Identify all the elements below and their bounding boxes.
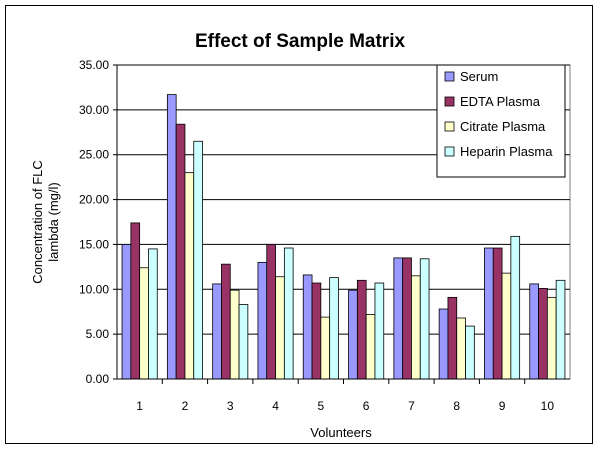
- legend-box: [436, 64, 566, 178]
- bar-serum-7: [393, 257, 404, 380]
- x-tick-label: 4: [272, 399, 279, 413]
- bar-serum-5: [302, 274, 313, 380]
- bar-serum-9: [484, 247, 494, 380]
- legend-swatch: [444, 121, 455, 132]
- bar-citrate-plasma-5: [320, 316, 331, 380]
- bar-citrate-plasma-3: [229, 289, 240, 380]
- legend-swatch: [444, 96, 455, 107]
- y-tick-label: 15.00: [79, 237, 109, 251]
- x-tick-label: 10: [541, 399, 555, 413]
- bar-serum-3: [212, 283, 222, 380]
- legend-swatch: [444, 146, 455, 157]
- bar-edta-plasma-2: [175, 123, 186, 380]
- legend-label: Heparin Plasma: [460, 144, 553, 159]
- bar-citrate-plasma-1: [139, 267, 149, 380]
- bar-edta-plasma-1: [130, 222, 141, 380]
- y-tick-label: 30.00: [79, 103, 109, 117]
- bar-serum-2: [166, 94, 177, 380]
- bar-heparin-plasma-7: [419, 258, 430, 380]
- bar-heparin-plasma-5: [329, 277, 339, 380]
- bar-edta-plasma-4: [266, 244, 276, 380]
- bar-edta-plasma-9: [492, 247, 503, 380]
- legend-label: EDTA Plasma: [460, 94, 541, 109]
- bar-citrate-plasma-2: [184, 172, 195, 380]
- bar-heparin-plasma-3: [238, 304, 249, 380]
- y-tick-label: 25.00: [79, 148, 109, 162]
- bar-edta-plasma-3: [221, 263, 231, 380]
- bar-citrate-plasma-8: [456, 317, 466, 380]
- x-axis-title: Volunteers: [310, 425, 372, 440]
- y-tick-label: 5.00: [86, 327, 110, 341]
- bar-serum-4: [257, 261, 268, 380]
- bar-heparin-plasma-4: [283, 247, 294, 380]
- x-tick-labels: 1 2 3 4 5 6 7 8 9 10: [136, 379, 554, 413]
- bar-edta-plasma-5: [311, 282, 322, 380]
- bar-edta-plasma-7: [402, 257, 412, 380]
- bar-heparin-plasma-9: [510, 235, 521, 380]
- bar-serum-6: [348, 289, 358, 380]
- legend-swatch: [444, 71, 455, 82]
- bar-edta-plasma-6: [356, 279, 367, 380]
- bar-citrate-plasma-10: [546, 296, 557, 380]
- x-tick-label: 9: [499, 399, 506, 413]
- bar-heparin-plasma-1: [148, 248, 158, 380]
- y-tick-label: 20.00: [79, 193, 109, 207]
- x-tick-label: 7: [408, 399, 415, 413]
- bar-citrate-plasma-9: [501, 272, 512, 380]
- y-tick-label: 10.00: [79, 282, 109, 296]
- legend-label: Serum: [460, 69, 498, 84]
- legend: Serum EDTA Plasma Citrate Plasma Heparin Pl…: [436, 64, 566, 178]
- x-tick-label: 2: [182, 399, 189, 413]
- y-tick-labels: 0.00 5.00 10.00 15.00 20.00 25.00 30.00 35.00: [79, 58, 117, 386]
- bar-edta-plasma-10: [538, 287, 548, 380]
- y-tick-label: 35.00: [79, 58, 109, 72]
- bar-citrate-plasma-7: [411, 275, 421, 380]
- bar-citrate-plasma-4: [275, 276, 285, 380]
- x-tick-label: 3: [227, 399, 234, 413]
- y-tick-label: 0.00: [86, 372, 110, 386]
- y-axis-title-line-1: Concentration of FLC: [30, 160, 45, 284]
- legend-label: Citrate Plasma: [460, 119, 546, 134]
- x-tick-label: 5: [318, 399, 325, 413]
- bar-heparin-plasma-10: [555, 279, 566, 380]
- bar-serum-10: [529, 283, 539, 380]
- bar-edta-plasma-8: [447, 296, 458, 380]
- x-tick-label: 6: [363, 399, 370, 413]
- y-axis-title: Concentration of FLC lambda (mg/l): [30, 160, 61, 284]
- bar-heparin-plasma-6: [374, 282, 385, 380]
- x-tick-label: 1: [136, 399, 143, 413]
- bar-heparin-plasma-8: [465, 325, 475, 380]
- bars: [121, 94, 566, 380]
- x-tick-label: 8: [453, 399, 460, 413]
- chart-title: Effect of Sample Matrix: [195, 31, 406, 52]
- y-axis-title-line-2: lambda (mg/l): [46, 182, 61, 261]
- bar-citrate-plasma-6: [365, 314, 376, 380]
- bar-heparin-plasma-2: [193, 140, 203, 380]
- bar-serum-1: [121, 244, 132, 380]
- bar-serum-8: [438, 308, 449, 380]
